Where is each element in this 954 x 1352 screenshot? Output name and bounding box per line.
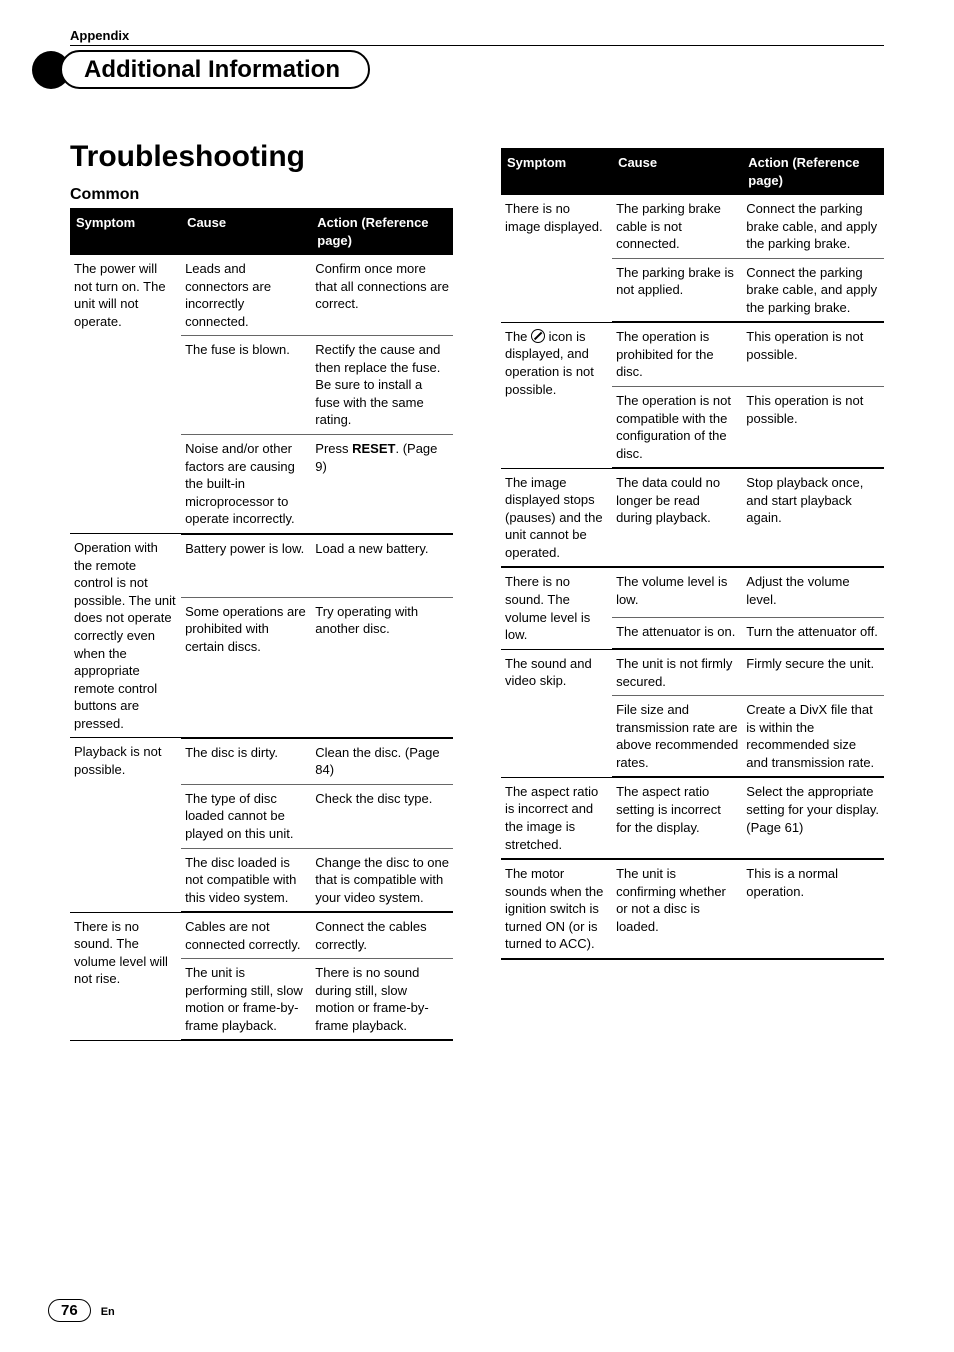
cell-symptom: Playback is not possible. [70, 738, 181, 912]
sub-heading: Common [70, 186, 453, 204]
cell-action: Select the appropriate setting for your … [742, 777, 884, 859]
content-columns: Troubleshooting Common Symptom Cause Act… [70, 140, 884, 1041]
table-row: There is no sound. The volume level will… [70, 912, 453, 959]
right-column: Symptom Cause Action (Reference page) Th… [501, 140, 884, 1041]
th-action: Action (Reference page) [742, 148, 884, 195]
table-row: Operation with the remote control is not… [70, 534, 453, 598]
appendix-header: Appendix [70, 28, 884, 46]
cell-symptom: The sound and video skip. [501, 649, 612, 777]
th-cause: Cause [181, 208, 311, 255]
section-bar: Additional Information [32, 50, 370, 89]
cell-cause: Noise and/or other factors are causing t… [181, 435, 311, 534]
page-footer: 76 En [48, 1299, 115, 1322]
th-action: Action (Reference page) [311, 208, 453, 255]
cell-cause: The operation is prohibited for the disc… [612, 322, 742, 386]
cell-symptom: The motor sounds when the ignition switc… [501, 859, 612, 959]
cell-cause: The fuse is blown. [181, 336, 311, 435]
cell-action: Connect the cables correctly. [311, 912, 453, 959]
table-row: Playback is not possible. The disc is di… [70, 738, 453, 785]
section-title: Additional Information [60, 50, 370, 89]
th-symptom: Symptom [501, 148, 612, 195]
cell-action: Press RESET. (Page 9) [311, 435, 453, 534]
cell-cause: The unit is confirming whether or not a … [612, 859, 742, 959]
cell-cause: The type of disc loaded cannot be played… [181, 784, 311, 848]
table-row: The icon is displayed, and operation is … [501, 322, 884, 386]
cell-symptom: There is no image displayed. [501, 195, 612, 322]
symptom-pre: The [505, 329, 531, 344]
cell-cause: The disc is dirty. [181, 738, 311, 785]
cell-action: There is no sound during still, slow mot… [311, 959, 453, 1041]
page-heading: Troubleshooting [70, 140, 453, 174]
troubleshooting-table-right: Symptom Cause Action (Reference page) Th… [501, 148, 884, 960]
cell-symptom: Operation with the remote control is not… [70, 534, 181, 738]
cell-symptom: There is no sound. The volume level is l… [501, 567, 612, 649]
cell-cause: The volume level is low. [612, 567, 742, 617]
cell-symptom: The aspect ratio is incorrect and the im… [501, 777, 612, 859]
cell-cause: The aspect ratio setting is incorrect fo… [612, 777, 742, 859]
cell-symptom: The icon is displayed, and operation is … [501, 322, 612, 468]
table-header-row: Symptom Cause Action (Reference page) [501, 148, 884, 195]
cell-action: Load a new battery. [311, 534, 453, 598]
cell-action: Turn the attenuator off. [742, 618, 884, 649]
cell-cause: Battery power is low. [181, 534, 311, 598]
cell-cause: File size and transmission rate are abov… [612, 696, 742, 778]
th-symptom: Symptom [70, 208, 181, 255]
cell-action: This is a normal operation. [742, 859, 884, 959]
th-cause: Cause [612, 148, 742, 195]
cell-action: Firmly secure the unit. [742, 649, 884, 696]
cell-action: Connect the parking brake cable, and app… [742, 195, 884, 258]
cell-action: Connect the parking brake cable, and app… [742, 258, 884, 322]
table-row: The power will not turn on. The unit wil… [70, 255, 453, 336]
cell-action: Stop playback once, and start playback a… [742, 468, 884, 567]
left-column: Troubleshooting Common Symptom Cause Act… [70, 140, 453, 1041]
cell-cause: The unit is not firmly secured. [612, 649, 742, 696]
cell-cause: The operation is not compatible with the… [612, 387, 742, 469]
cell-action: Adjust the volume level. [742, 567, 884, 617]
cell-action: Change the disc to one that is compatibl… [311, 848, 453, 912]
cell-cause: Cables are not connected correctly. [181, 912, 311, 959]
page-number: 76 [48, 1299, 91, 1322]
cell-action: Try operating with another disc. [311, 597, 453, 737]
cell-action: Rectify the cause and then replace the f… [311, 336, 453, 435]
cell-cause: The unit is performing still, slow motio… [181, 959, 311, 1041]
table-row: The aspect ratio is incorrect and the im… [501, 777, 884, 859]
cell-action: Clean the disc. (Page 84) [311, 738, 453, 785]
cell-symptom: The image displayed stops (pauses) and t… [501, 468, 612, 567]
appendix-label: Appendix [70, 28, 884, 43]
cell-action: This operation is not possible. [742, 322, 884, 386]
lang-code: En [101, 1306, 115, 1318]
table-row: The image displayed stops (pauses) and t… [501, 468, 884, 567]
cell-cause: The data could no longer be read during … [612, 468, 742, 567]
cell-action: Confirm once more that all connections a… [311, 255, 453, 336]
table-header-row: Symptom Cause Action (Reference page) [70, 208, 453, 255]
appendix-rule [70, 45, 884, 46]
table-row: There is no image displayed. The parking… [501, 195, 884, 258]
cell-cause: The attenuator is on. [612, 618, 742, 649]
cell-symptom: The power will not turn on. The unit wil… [70, 255, 181, 534]
cell-cause: The parking brake is not applied. [612, 258, 742, 322]
troubleshooting-table-left: Symptom Cause Action (Reference page) Th… [70, 208, 453, 1041]
table-row: The motor sounds when the ignition switc… [501, 859, 884, 959]
cell-cause: Leads and connectors are incorrectly con… [181, 255, 311, 336]
cell-symptom: There is no sound. The volume level will… [70, 912, 181, 1040]
table-row: The sound and video skip. The unit is no… [501, 649, 884, 696]
cell-cause: The disc loaded is not compatible with t… [181, 848, 311, 912]
cell-action: Check the disc type. [311, 784, 453, 848]
cell-action: Create a DivX file that is within the re… [742, 696, 884, 778]
cell-cause: The parking brake cable is not connected… [612, 195, 742, 258]
cell-cause: Some operations are prohibited with cert… [181, 597, 311, 737]
cell-action: This operation is not possible. [742, 387, 884, 469]
prohibit-icon [531, 329, 545, 343]
table-row: There is no sound. The volume level is l… [501, 567, 884, 617]
